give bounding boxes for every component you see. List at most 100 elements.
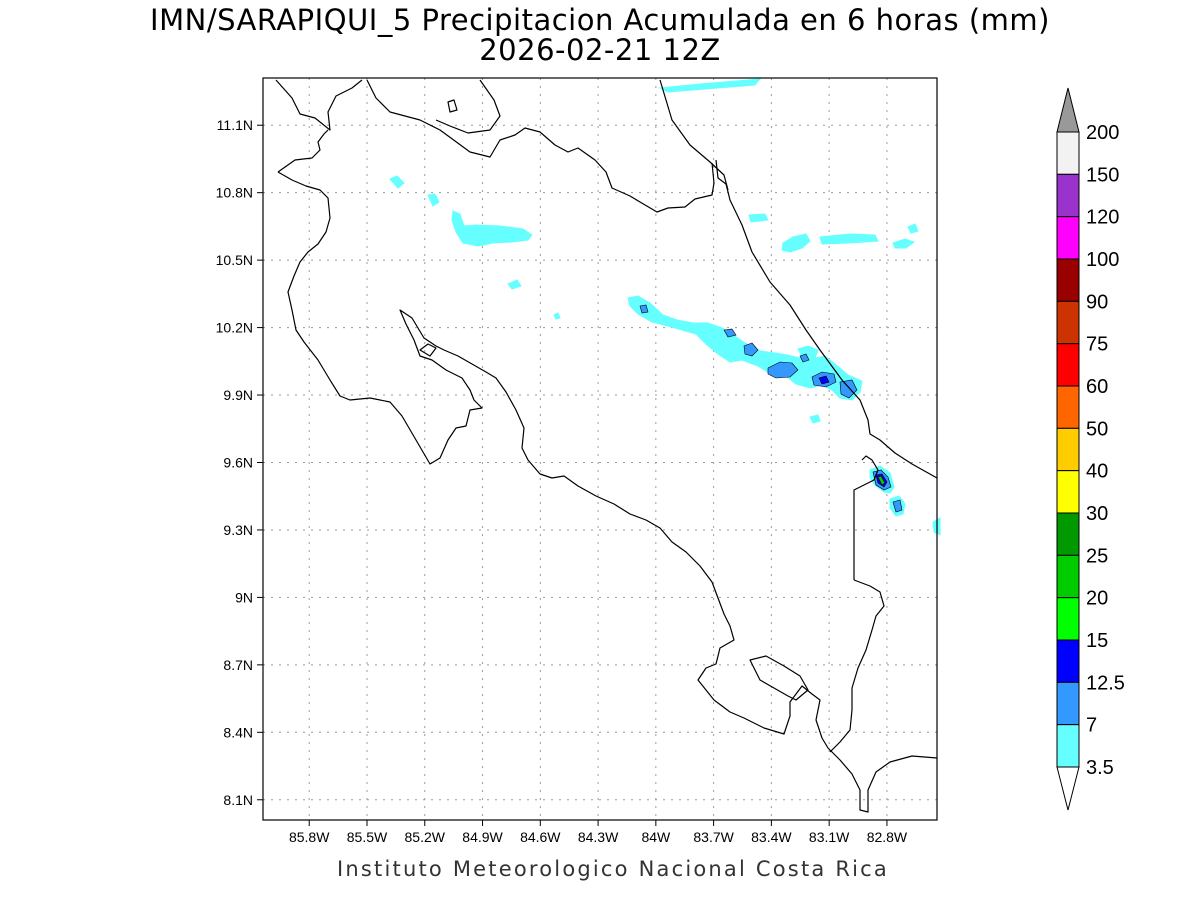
lat-tick-label: 10.5N (216, 252, 253, 268)
lat-tick-label: 9.9N (223, 387, 253, 403)
lon-tick-label: 84W (641, 829, 671, 845)
coastline-segment (447, 99, 458, 113)
lat-tick-label: 8.1N (223, 792, 253, 808)
map-gridlines (263, 78, 937, 820)
lat-tick-label: 10.2N (216, 320, 253, 336)
coastline-segment (829, 579, 885, 753)
lon-tick-label: 85.5W (347, 829, 388, 845)
colorbar-segment (1056, 300, 1080, 345)
precip-contour (451, 210, 533, 247)
precip-contour (658, 78, 762, 93)
colorbar-segment (1056, 724, 1080, 768)
colorbar-label: 15 (1086, 630, 1108, 652)
colorbar-segment (1056, 131, 1080, 175)
precip-contour (743, 342, 759, 357)
precip-contour (639, 304, 649, 314)
colorbar-label: 25 (1086, 545, 1108, 567)
colorbar-label: 75 (1086, 334, 1108, 356)
lat-tick-label: 9.3N (223, 522, 253, 538)
colorbar-label: 150 (1086, 164, 1119, 186)
colorbar-label: 60 (1086, 376, 1108, 398)
colorbar-segment (1056, 639, 1080, 683)
lat-tick-label: 8.4N (223, 724, 253, 740)
lat-tick-label: 11.1N (217, 117, 253, 133)
colorbar-label: 7 (1086, 715, 1097, 737)
colorbar-segment (1056, 427, 1080, 472)
lon-tick-label: 83.7W (693, 829, 734, 845)
colorbar-segment (1056, 173, 1080, 218)
colorbar-segment (1056, 258, 1080, 302)
colorbar-segment (1056, 681, 1080, 726)
colorbar-label: 30 (1086, 503, 1108, 525)
precip-contour (799, 353, 810, 363)
colorbar-segment (1056, 597, 1080, 641)
coastline-segment (435, 79, 501, 134)
colorbar-label: 40 (1086, 461, 1108, 483)
coastline-segment (749, 655, 809, 701)
colorbar-label: 3.5 (1086, 757, 1114, 779)
precip-contour (507, 279, 522, 290)
precipitation-field (389, 78, 941, 536)
lon-tick-label: 85.2W (405, 829, 446, 845)
coastline-segment (715, 159, 938, 479)
longitude-tick-labels: 85.8W 85.5W 85.2W 84.9W 84.6W 84.3W 84W 83.7W 83… (289, 820, 908, 845)
precip-contour (839, 379, 858, 399)
precip-contour (389, 175, 405, 189)
map-frame (262, 77, 938, 821)
coastline-segment (853, 455, 879, 580)
lat-tick-label: 9.6N (223, 454, 253, 470)
colorbar-segment (1056, 385, 1080, 429)
colorbar-label: 120 (1086, 207, 1119, 229)
precip-areas-20mm (877, 475, 886, 486)
precip-contour (819, 233, 879, 245)
colorbar-label: 100 (1086, 249, 1119, 271)
lat-tick-label: 9N (235, 589, 253, 605)
coastline-segment (277, 171, 938, 813)
lon-tick-label: 84.3W (578, 829, 619, 845)
lon-tick-label: 84.9W (462, 829, 503, 845)
precip-contour (781, 233, 811, 253)
chart-title: IMN/SARAPIQUI_5 Precipitacion Acumulada … (150, 3, 1050, 37)
coastline-segment (366, 79, 715, 213)
colorbar-segment (1056, 512, 1080, 556)
lon-tick-label: 83.1W (809, 829, 850, 845)
map-panel: 85.8W 85.5W 85.2W 84.9W 84.6W 84.3W 84W 83.7W 83… (216, 77, 941, 845)
lon-tick-label: 84.6W (520, 829, 561, 845)
coastline-segment (275, 79, 363, 131)
colorbar-segment (1056, 554, 1080, 599)
precip-contour (723, 328, 737, 338)
colorbar-label: 20 (1086, 588, 1108, 610)
precip-contour (748, 213, 769, 223)
precip-contour (809, 414, 821, 424)
chart-subtitle-date: 2026-02-21 12Z (479, 33, 721, 67)
precip-contour (553, 312, 561, 320)
precip-contour (907, 223, 919, 234)
map-background (263, 78, 937, 820)
lon-tick-label: 83.4W (751, 829, 792, 845)
coastline-and-borders (275, 79, 938, 813)
lon-tick-label: 85.8W (289, 829, 330, 845)
lat-tick-label: 10.8N (216, 185, 253, 201)
precip-contour (767, 361, 799, 379)
colorbar-segment (1056, 470, 1080, 514)
precip-contour (892, 238, 916, 249)
colorbar-label: 90 (1086, 291, 1108, 313)
latitude-tick-labels: 8.1N 8.4N 8.7N 9N 9.3N 9.6N 9.9N 10.2N 10.5N 10.8… (216, 117, 263, 808)
precip-contour (877, 475, 886, 486)
colorbar-legend: 3.5 7 12.5 15 20 25 30 40 50 60 75 90 100 120 150 200 (1056, 87, 1125, 811)
colorbar-label: 50 (1086, 418, 1108, 440)
precip-contour (892, 499, 903, 513)
footer-credit: Instituto Meteorologico Nacional Costa R… (337, 857, 889, 881)
coastline-segment (419, 343, 437, 357)
colorbar-segment (1056, 216, 1080, 260)
colorbar-top-arrow (1056, 87, 1080, 133)
colorbar-label: 12.5 (1086, 672, 1125, 694)
coastline-segment (659, 79, 729, 191)
colorbar-bottom-arrow (1056, 766, 1080, 811)
coastline-segment (277, 129, 329, 173)
lat-tick-label: 8.7N (223, 657, 253, 673)
precip-contour (427, 193, 440, 207)
lon-tick-label: 82.8W (867, 829, 908, 845)
colorbar-segment (1056, 343, 1080, 387)
